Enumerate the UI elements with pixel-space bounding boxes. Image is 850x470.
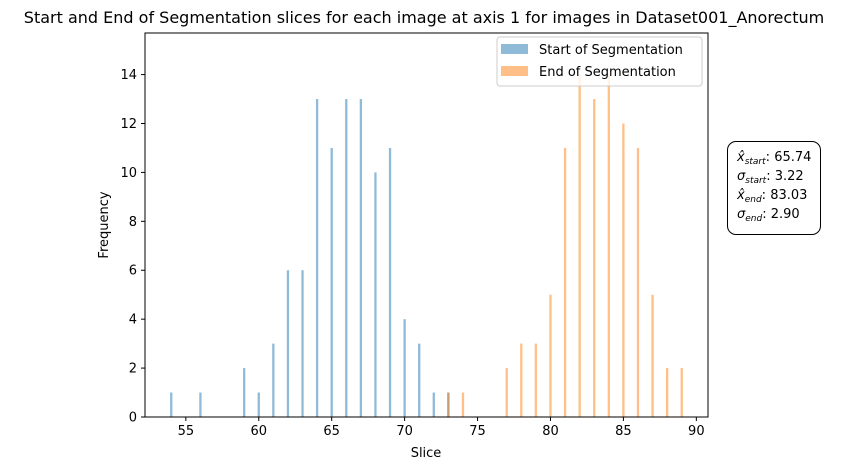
legend-label-end: End of Segmentation	[539, 65, 676, 80]
y-tick-label-2: 2	[129, 362, 137, 377]
y-tick-label-10: 10	[120, 166, 137, 181]
start-bar-64	[315, 99, 319, 417]
plot-frame	[144, 32, 709, 418]
legend-label-start: Start of Segmentation	[539, 43, 683, 58]
start-bar-62	[286, 270, 290, 417]
x-axis-ticks: 55 60 65 70 75 80 85 90	[178, 417, 705, 439]
x-axis-label: Slice	[411, 446, 442, 461]
end-bar-87	[651, 294, 654, 417]
end-bar-79	[534, 343, 538, 417]
end-bar-78	[520, 343, 523, 417]
x-tick-label-70: 70	[396, 424, 413, 439]
y-axis-ticks: 0 2 4 6 8 10 12 14	[120, 68, 145, 426]
start-bar-72	[432, 392, 435, 417]
end-bar-77	[505, 368, 508, 417]
stat-start-mean: x̂start: 65.74	[737, 150, 812, 167]
y-axis-label: Frequency	[97, 191, 112, 258]
x-tick-label-55: 55	[178, 424, 195, 439]
legend: Start of Segmentation End of Segmentatio…	[496, 36, 703, 87]
bars-layer	[170, 74, 683, 417]
y-tick-label-8: 8	[129, 215, 137, 230]
end-bar-81	[563, 147, 567, 417]
y-tick-label-14: 14	[120, 68, 137, 83]
start-bar-59	[243, 368, 246, 417]
x-tick-label-90: 90	[688, 424, 705, 439]
end-bar-73	[447, 392, 450, 417]
end-bar-83	[593, 99, 596, 417]
x-tick-label-80: 80	[542, 424, 559, 439]
x-tick-label-75: 75	[469, 424, 486, 439]
end-bar-89	[680, 368, 683, 417]
end-bar-88	[666, 368, 669, 417]
legend-frame	[496, 36, 703, 87]
end-bar-82	[578, 74, 581, 417]
legend-swatch-start	[501, 44, 528, 54]
y-tick-label-0: 0	[129, 411, 137, 426]
x-tick-label-65: 65	[323, 424, 340, 439]
end-bar-85	[622, 123, 625, 417]
x-tick-label-85: 85	[615, 424, 632, 439]
start-bar-67	[359, 99, 363, 417]
end-bar-84	[607, 74, 610, 417]
start-bar-71	[418, 343, 421, 417]
stat-end-mean: x̂end: 83.03	[737, 188, 808, 205]
start-bar-60	[257, 392, 260, 417]
y-tick-label-12: 12	[120, 117, 137, 132]
end-bar-74	[461, 392, 465, 417]
chart-title: Start and End of Segmentation slices for…	[24, 8, 824, 28]
stat-start-std: σstart: 3.22	[737, 169, 804, 186]
start-bar-68	[374, 172, 377, 417]
start-bar-63	[301, 270, 304, 417]
y-tick-label-4: 4	[129, 313, 137, 328]
legend-swatch-end	[501, 66, 528, 76]
stat-end-std: σend: 2.90	[737, 207, 800, 224]
end-bar-86	[636, 147, 640, 417]
start-bar-65	[330, 147, 333, 417]
end-bar-80	[549, 294, 552, 417]
start-bar-56	[199, 392, 202, 417]
x-tick-label-60: 60	[250, 424, 267, 439]
y-tick-label-6: 6	[129, 264, 137, 279]
start-bar-61	[272, 343, 275, 417]
start-bar-70	[403, 319, 406, 417]
start-bar-54	[170, 392, 173, 417]
stats-annotation-box: x̂start: 65.74 σstart: 3.22 x̂end: 83.03…	[727, 141, 821, 235]
start-bar-66	[345, 99, 348, 417]
start-bar-69	[388, 147, 392, 417]
